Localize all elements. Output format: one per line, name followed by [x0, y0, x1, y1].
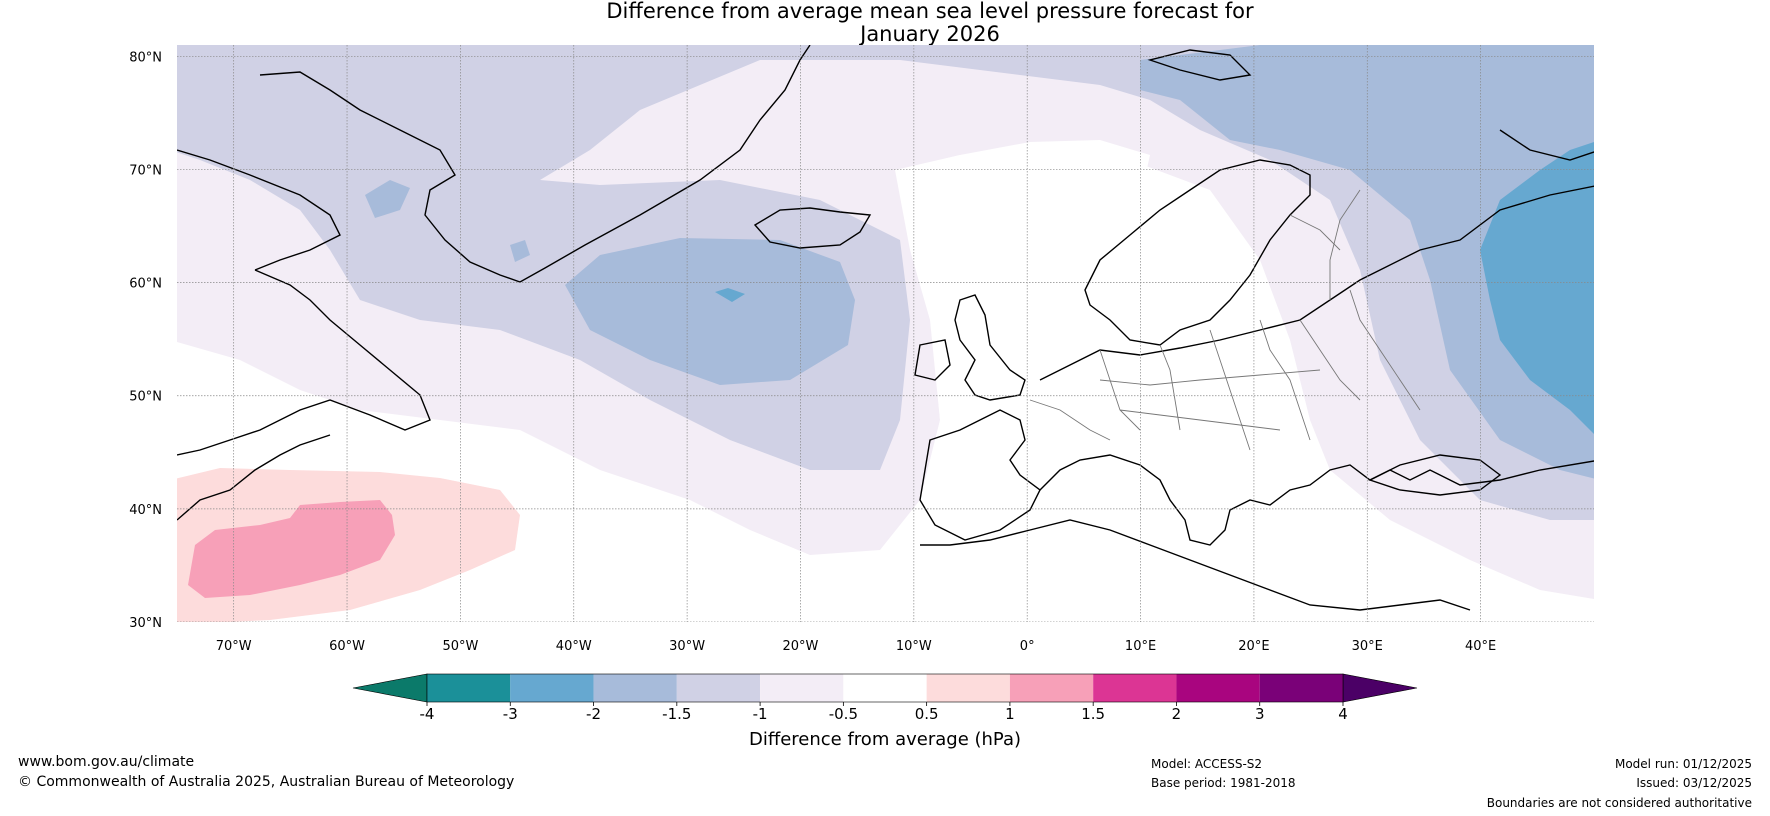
band-1-to-1.5 — [188, 500, 395, 598]
colorbar-tick-label: 1.5 — [1081, 705, 1105, 723]
national-borders — [1029, 189, 1421, 451]
colorbar-under-arrow — [352, 673, 428, 703]
lon-tick-label: 50°W — [442, 639, 478, 654]
footer-model: Model: ACCESS-S2 — [1151, 757, 1263, 771]
footer-disclaimer: Boundaries are not considered authoritat… — [1486, 796, 1752, 810]
footer-model-run: Model run: 01/12/2025 — [1614, 757, 1752, 771]
colorbar-tick-label: 0.5 — [915, 705, 939, 723]
footer-website: www.bom.gov.au/climate — [18, 754, 195, 770]
mediterranean-north-coast — [1039, 454, 1594, 546]
lon-tick-label: 20°E — [1238, 639, 1269, 654]
lat-tick-label: 60°N — [129, 277, 162, 292]
title-line-2: January 2026 — [860, 22, 1000, 46]
gridlines — [177, 45, 1594, 622]
lon-tick-label: 40°E — [1465, 639, 1496, 654]
lat-tick-label: 30°N — [129, 616, 162, 631]
colorbar-segment — [676, 674, 761, 702]
colorbar-tick-label: 1 — [1005, 705, 1015, 723]
colorbar-tick-label: -2 — [586, 705, 601, 723]
colorbar-segment — [926, 674, 1010, 702]
coastlines — [177, 45, 1594, 611]
band-minus-1-white-patch — [895, 140, 1300, 600]
band-minus-1.5-to-minus-2-greenland — [365, 180, 530, 262]
iberia-coast — [919, 409, 1041, 541]
colorbar-segment — [593, 674, 677, 702]
british-isles-coast — [914, 294, 1026, 401]
chart-title: Difference from average mean sea level p… — [0, 0, 1770, 46]
band-minus-2-to-minus-3-small — [715, 288, 745, 302]
colorbar-segment — [1176, 674, 1260, 702]
colorbar-segment — [843, 674, 927, 702]
colorbar-segment — [760, 674, 844, 702]
lat-tick-label: 70°N — [129, 163, 162, 178]
colorbar-segment — [427, 674, 511, 702]
lon-tick-label: 10°W — [896, 639, 932, 654]
longitude-labels: 70°W 60°W 50°W 40°W 30°W 20°W 10°W 0° 10°E 20°E 30… — [216, 639, 1497, 654]
colorbar-tick-label: -4 — [420, 705, 435, 723]
lat-tick-label: 80°N — [129, 50, 162, 65]
colorbar-outline — [426, 673, 1344, 703]
europe-mainland-coast — [1039, 185, 1594, 381]
canada-south-coast — [177, 434, 331, 521]
colorbar: -4 -3 -2 -1.5 -1 -0.5 0.5 1 1.5 2 3 4 Difference fro… — [352, 673, 1418, 750]
lon-tick-label: 20°W — [783, 639, 819, 654]
lon-tick-label: 40°W — [556, 639, 592, 654]
lon-tick-label: 30°W — [669, 639, 705, 654]
greenland-coast — [259, 45, 811, 283]
colorbar-label: Difference from average (hPa) — [749, 729, 1021, 750]
colorbar-tick-label: -0.5 — [829, 705, 858, 723]
title-line-1: Difference from average mean sea level p… — [606, 0, 1254, 23]
colorbar-tick-label: 2 — [1172, 705, 1182, 723]
colorbar-tick-label: -1.5 — [662, 705, 691, 723]
black-sea-coast — [1368, 454, 1502, 496]
labrador-coast — [177, 269, 431, 456]
colorbar-segment — [510, 674, 594, 702]
colorbar-tick-label: 4 — [1338, 705, 1348, 723]
arctic-islands-coast — [1147, 49, 1594, 161]
colorbar-segment — [1259, 674, 1343, 702]
colorbar-over-arrow — [1342, 673, 1418, 703]
footer-copyright: © Commonwealth of Australia 2025, Austra… — [18, 774, 515, 790]
colorbar-segment — [1009, 674, 1094, 702]
border-lines — [1029, 189, 1421, 451]
lat-tick-label: 40°N — [129, 503, 162, 518]
colorbar-tick-label: -3 — [503, 705, 518, 723]
iceland-coast — [753, 207, 872, 249]
lon-tick-label: 0° — [1020, 639, 1035, 654]
lon-tick-label: 70°W — [216, 639, 252, 654]
lon-tick-label: 10°E — [1125, 639, 1156, 654]
band-minus-1.5-to-minus-2-central — [565, 238, 855, 385]
lon-tick-label: 30°E — [1352, 639, 1383, 654]
lon-tick-label: 60°W — [329, 639, 365, 654]
footer-base-period: Base period: 1981-2018 — [1151, 776, 1296, 790]
band-minus-2-to-minus-3 — [1480, 142, 1594, 434]
colorbar-tick-label: -1 — [753, 705, 768, 723]
latitude-labels: 80°N 70°N 60°N 50°N 40°N 30°N — [129, 50, 162, 631]
footer-issued: Issued: 03/12/2025 — [1636, 776, 1752, 790]
colorbar-tick-label: 3 — [1255, 705, 1265, 723]
baffin-coast — [177, 149, 341, 271]
north-africa-coast — [920, 519, 1471, 611]
colorbar-segment — [1093, 674, 1177, 702]
lat-tick-label: 50°N — [129, 390, 162, 405]
map-area — [177, 45, 1594, 622]
